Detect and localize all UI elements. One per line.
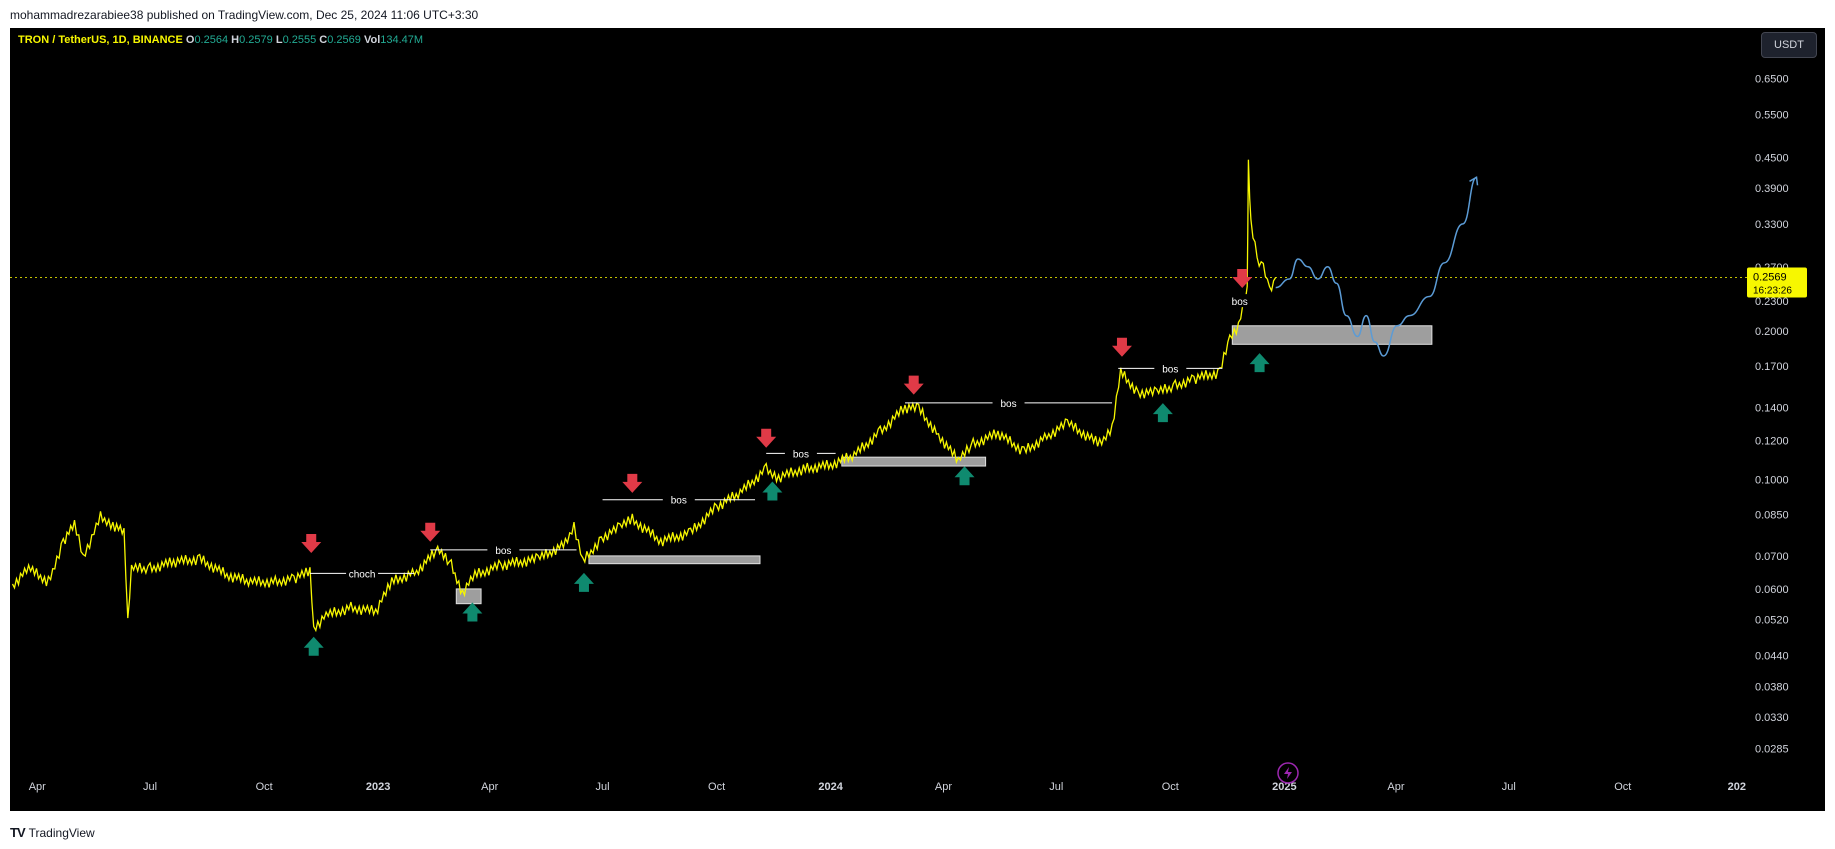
x-tick-label: Oct [1162,781,1179,793]
structure-label-bg [662,492,695,506]
open-value: 0.2564 [194,34,229,46]
high-key: H [231,34,240,46]
buy-arrow-icon [1249,353,1270,373]
sell-arrow-icon [622,473,643,493]
y-tick-label: 0.0440 [1755,650,1789,662]
buy-arrow-icon [762,481,783,501]
buy-arrow-icon [573,572,594,592]
demand-zone [588,555,761,565]
buy-arrow-icon [303,636,324,656]
open-key: O [185,34,195,46]
x-tick-label: Oct [1614,781,1631,793]
demand-zone [455,588,482,605]
price-series-line [11,159,1277,633]
close-value: 0.2569 [327,34,361,46]
tradingview-logo-icon: TV [10,825,26,840]
x-tick-label: 2023 [366,781,390,793]
chart-area[interactable]: 0.65000.55000.45000.39000.33000.27000.23… [10,28,1825,811]
y-tick-label: 0.0285 [1755,743,1789,755]
structure-label-bg [346,566,379,580]
y-tick-label: 0.0850 [1755,509,1789,521]
x-tick-label: Jul [1049,781,1063,793]
structure-label-bg [1154,361,1187,375]
projection-arrowhead-icon [1469,176,1479,186]
currency-button[interactable]: USDT [1761,32,1817,58]
structure-label: bos [1162,364,1178,375]
y-tick-label: 0.2000 [1755,326,1789,338]
x-tick-label: Apr [481,781,498,793]
x-tick-label: Jul [1502,781,1516,793]
sell-arrow-icon [420,522,441,542]
structure-label-bg [784,446,817,460]
structure-label: bos [495,546,511,557]
close-key: C [319,34,328,46]
y-tick-label: 0.1700 [1755,361,1789,373]
x-tick-label: Apr [1387,781,1404,793]
demand-zone [1231,325,1433,345]
x-tick-label: Oct [256,781,273,793]
structure-label-bg [487,542,520,556]
y-tick-label: 0.5500 [1755,109,1789,121]
structure-label: bos [1000,399,1016,410]
low-key: L [275,34,283,46]
low-value: 0.2555 [282,34,317,46]
buy-arrow-icon [1152,403,1173,423]
structure-label: bos [1232,297,1248,308]
publish-info: mohammadrezarabiee38 published on Tradin… [10,8,479,22]
vol-value: 134.47M [380,34,424,46]
structure-label-bg [992,395,1025,409]
sell-arrow-icon [756,428,777,448]
sell-arrow-icon [301,533,322,553]
projection-path [1275,176,1478,357]
y-tick-label: 0.0520 [1755,615,1789,627]
price-tag-countdown: 16:23:26 [1753,285,1792,296]
x-tick-label: Jul [596,781,610,793]
y-tick-label: 0.4500 [1755,152,1789,164]
y-tick-label: 0.6500 [1755,74,1789,86]
demand-zone [841,456,987,467]
structure-label: bos [671,496,687,507]
x-tick-label: Apr [935,781,952,793]
price-tag [1747,267,1807,298]
sell-arrow-icon [903,375,924,395]
x-tick-label: 202 [1728,781,1746,793]
vol-key: Vol [363,34,381,46]
y-tick-label: 0.3900 [1755,183,1789,195]
structure-label: choch [349,569,376,580]
x-tick-label: Apr [29,781,46,793]
sell-arrow-icon [1111,337,1132,357]
y-tick-label: 0.1000 [1755,475,1789,487]
lightning-icon [1284,767,1292,779]
y-tick-label: 0.0700 [1755,551,1789,563]
y-tick-label: 0.0330 [1755,712,1789,724]
buy-arrow-icon [462,602,483,622]
price-chart[interactable]: 0.65000.55000.45000.39000.33000.27000.23… [10,28,1825,811]
x-tick-label: 2025 [1272,781,1296,793]
footer-brand: TradingView [28,826,95,840]
sell-arrow-icon [1232,269,1253,289]
y-tick-label: 0.1200 [1755,435,1789,447]
footer: TV TradingView [10,823,95,843]
x-tick-label: Jul [143,781,157,793]
x-tick-label: 2024 [818,781,843,793]
lightning-circle [1277,762,1299,784]
y-tick-label: 0.0380 [1755,682,1789,694]
structure-label: bos [793,449,809,460]
y-tick-label: 0.1400 [1755,402,1789,414]
symbol-legend: TRON / TetherUS, 1D, BINANCE O0.2564 H0.… [18,34,423,46]
x-tick-label: Oct [708,781,725,793]
y-tick-label: 0.2300 [1755,296,1789,308]
high-value: 0.2579 [239,34,273,46]
y-tick-label: 0.0600 [1755,584,1789,596]
structure-label-bg [1223,294,1256,308]
y-tick-label: 0.3300 [1755,219,1789,231]
buy-arrow-icon [954,466,975,486]
symbol-title: TRON / TetherUS, 1D, BINANCE [18,34,183,46]
price-tag-value: 0.2569 [1753,271,1787,283]
